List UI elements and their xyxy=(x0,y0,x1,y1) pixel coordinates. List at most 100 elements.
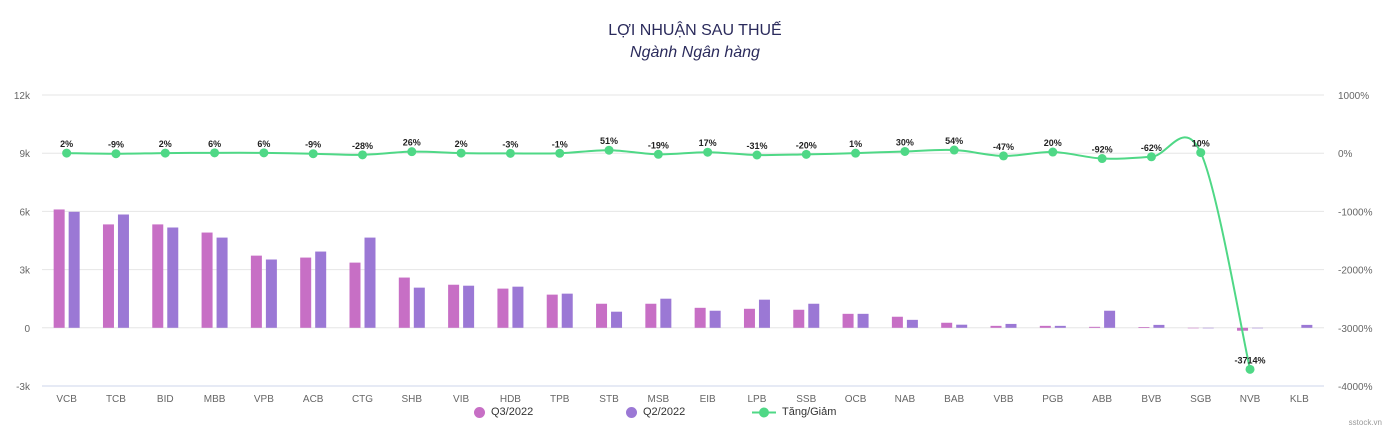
change-point xyxy=(111,149,121,159)
legend-q2-marker xyxy=(626,406,637,418)
bar-q3 xyxy=(596,303,608,328)
change-data-label: 2% xyxy=(60,139,73,149)
change-data-label: 51% xyxy=(600,136,618,146)
category-label: VCB xyxy=(56,394,77,405)
bar-q2 xyxy=(216,237,228,328)
bar-q2 xyxy=(167,227,179,328)
change-data-label: -62% xyxy=(1141,143,1162,153)
bar-q3 xyxy=(497,288,509,328)
legend-line-marker xyxy=(752,407,776,417)
bar-q3 xyxy=(990,325,1002,328)
change-point xyxy=(210,148,220,158)
bar-q2 xyxy=(265,259,277,328)
change-data-label: 6% xyxy=(257,139,270,149)
change-point xyxy=(1146,152,1156,162)
legend-q3-marker xyxy=(474,406,485,418)
bar-q2 xyxy=(1301,324,1313,328)
bar-q3 xyxy=(102,224,114,328)
bar-q2 xyxy=(68,211,80,328)
change-point xyxy=(358,150,367,160)
category-label: EIB xyxy=(700,394,716,405)
right-tick-label: -4000% xyxy=(1338,382,1373,393)
category-label: SSB xyxy=(796,394,816,405)
credit: sstock.vn xyxy=(1348,418,1382,427)
change-data-label: -20% xyxy=(796,140,817,150)
category-label: MSB xyxy=(648,394,670,405)
bar-q2 xyxy=(758,299,770,328)
left-tick-label: 3k xyxy=(19,266,31,277)
bar-q2 xyxy=(1202,327,1214,329)
category-label: BVB xyxy=(1141,394,1161,405)
change-point xyxy=(999,151,1008,161)
change-point xyxy=(1097,154,1107,164)
bar-q2 xyxy=(857,313,869,328)
category-label: HDB xyxy=(500,394,521,405)
left-tick-label: -3k xyxy=(16,382,31,393)
change-point xyxy=(308,149,318,159)
bar-q3 xyxy=(645,303,657,328)
change-point xyxy=(555,148,565,158)
change-point xyxy=(259,148,269,158)
bar-q3 xyxy=(743,308,755,328)
change-point xyxy=(703,147,713,157)
change-data-label: 54% xyxy=(945,136,963,146)
right-tick-label: -3000% xyxy=(1338,324,1373,335)
right-tick-label: 0% xyxy=(1338,149,1353,160)
category-label: LPB xyxy=(748,394,767,405)
change-point xyxy=(160,148,170,158)
change-point xyxy=(801,149,811,159)
change-data-label: -3% xyxy=(502,139,518,149)
right-tick-label: 1000% xyxy=(1338,91,1369,102)
change-data-label: 30% xyxy=(896,137,914,147)
change-point xyxy=(752,150,762,160)
bar-q2 xyxy=(512,286,524,328)
bar-q3 xyxy=(842,313,854,328)
legend-item-q2[interactable]: Q2/2022 xyxy=(626,406,685,418)
bar-q2 xyxy=(413,287,425,328)
change-point xyxy=(900,146,910,156)
category-label: NVB xyxy=(1240,394,1261,405)
change-point xyxy=(1048,147,1058,157)
category-label: BID xyxy=(157,394,174,405)
bar-q3 xyxy=(349,262,361,328)
category-label: TPB xyxy=(550,394,570,405)
change-point xyxy=(851,148,861,158)
bar-q2 xyxy=(709,310,721,328)
bar-q3 xyxy=(546,294,558,328)
change-point xyxy=(62,148,72,158)
change-data-label: -9% xyxy=(108,140,124,150)
category-label: VBB xyxy=(993,394,1013,405)
bar-q2 xyxy=(1005,323,1017,328)
change-data-label: 2% xyxy=(455,139,468,149)
bar-q3 xyxy=(201,232,213,328)
bar-q2 xyxy=(315,251,327,328)
change-data-label: 1% xyxy=(849,139,862,149)
legend-q3-label: Q3/2022 xyxy=(491,406,534,418)
category-label: SHB xyxy=(402,394,423,405)
change-data-label: 17% xyxy=(699,138,717,148)
bar-q3 xyxy=(941,322,953,328)
bar-q2 xyxy=(906,319,918,328)
bar-q2 xyxy=(561,293,573,328)
category-label: OCB xyxy=(845,394,867,405)
category-label: NAB xyxy=(895,394,916,405)
category-label: MBB xyxy=(204,394,226,405)
legend-q2-label: Q2/2022 xyxy=(643,406,686,418)
change-data-label: 10% xyxy=(1192,139,1210,149)
change-data-label: -31% xyxy=(746,141,767,151)
left-tick-label: 12k xyxy=(14,91,31,102)
category-label: PGB xyxy=(1042,394,1063,405)
change-data-label: -9% xyxy=(305,140,321,150)
bar-q3 xyxy=(250,255,262,328)
bar-q3 xyxy=(1039,325,1051,328)
change-data-label: 20% xyxy=(1044,138,1062,148)
change-point xyxy=(604,145,614,155)
bar-q2 xyxy=(611,311,623,328)
bar-q3 xyxy=(398,277,410,328)
legend-item-q3[interactable]: Q3/2022 xyxy=(474,406,533,418)
change-point xyxy=(407,147,417,157)
legend-item-change[interactable]: Tăng/Giảm xyxy=(752,406,836,418)
category-label: SGB xyxy=(1190,394,1211,405)
bar-q3 xyxy=(53,209,65,328)
